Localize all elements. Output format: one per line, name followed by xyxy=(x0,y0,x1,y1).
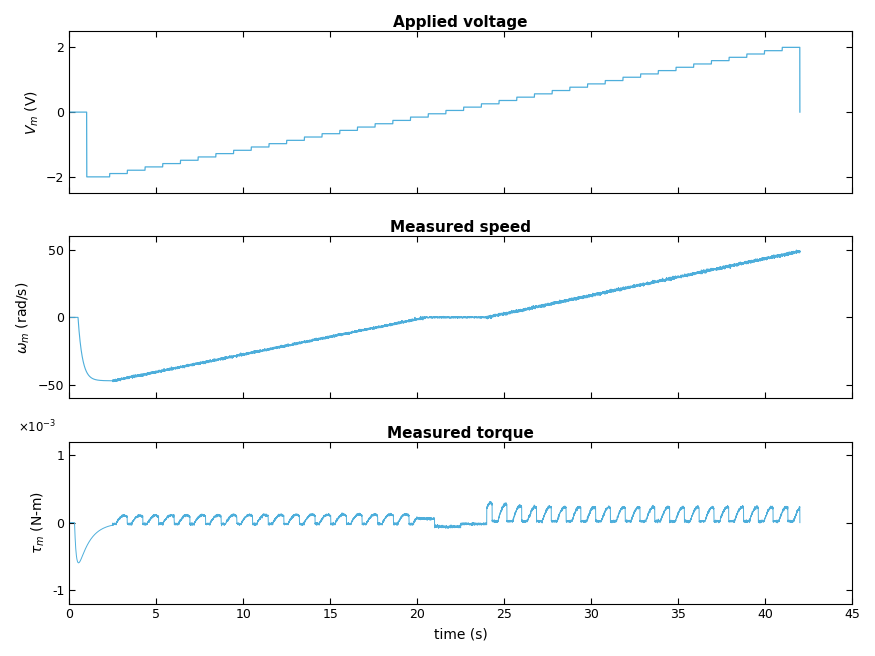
Y-axis label: $\omega_m$ (rad/s): $\omega_m$ (rad/s) xyxy=(15,281,32,354)
Title: Applied voltage: Applied voltage xyxy=(394,15,528,30)
Title: Measured speed: Measured speed xyxy=(390,220,531,236)
Y-axis label: $\tau_m$ (N-m): $\tau_m$ (N-m) xyxy=(29,491,46,554)
Y-axis label: $V_m$ (V): $V_m$ (V) xyxy=(23,90,40,134)
Text: $\times10^{-3}$: $\times10^{-3}$ xyxy=(18,419,57,435)
X-axis label: time (s): time (s) xyxy=(434,627,487,641)
Title: Measured torque: Measured torque xyxy=(388,426,534,441)
